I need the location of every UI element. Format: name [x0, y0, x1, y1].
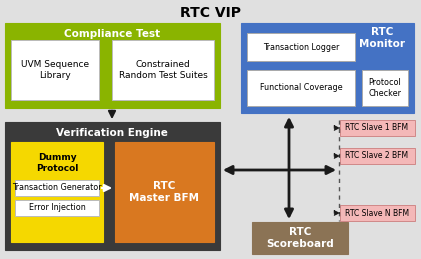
Bar — [252, 222, 348, 254]
Text: Transaction Logger: Transaction Logger — [263, 42, 339, 52]
Bar — [340, 148, 415, 164]
Text: RTC
Master BFM: RTC Master BFM — [129, 181, 199, 203]
Text: Functional Coverage: Functional Coverage — [260, 83, 342, 92]
Bar — [115, 142, 214, 242]
Text: RTC Slave 1 BFM: RTC Slave 1 BFM — [346, 124, 408, 133]
Text: RTC
Scoreboard: RTC Scoreboard — [266, 227, 334, 249]
Bar — [11, 40, 99, 100]
Text: RTC Slave N BFM: RTC Slave N BFM — [345, 208, 409, 218]
Bar — [11, 142, 103, 242]
Text: Verification Engine: Verification Engine — [56, 128, 168, 138]
Text: Dummy
Protocol: Dummy Protocol — [36, 153, 78, 173]
Text: RTC VIP: RTC VIP — [180, 6, 241, 20]
Text: RTC Slave 2 BFM: RTC Slave 2 BFM — [346, 152, 408, 161]
Text: Compliance Test: Compliance Test — [64, 29, 160, 39]
Bar — [340, 205, 415, 221]
Bar — [5, 23, 220, 108]
Bar — [241, 23, 414, 113]
Text: Error Injection: Error Injection — [29, 204, 85, 212]
Bar — [247, 33, 355, 61]
Bar — [362, 70, 408, 106]
Bar — [340, 120, 415, 136]
Bar — [5, 122, 220, 250]
Text: Transaction Generator: Transaction Generator — [12, 183, 102, 192]
Bar — [247, 70, 355, 106]
Bar — [112, 40, 214, 100]
Bar — [15, 180, 99, 196]
Bar — [15, 200, 99, 216]
Text: Protocol
Checker: Protocol Checker — [368, 78, 402, 98]
Text: RTC
Monitor: RTC Monitor — [359, 27, 405, 49]
Text: UVM Sequence
Library: UVM Sequence Library — [21, 60, 89, 80]
Text: Constrained
Random Test Suites: Constrained Random Test Suites — [119, 60, 208, 80]
